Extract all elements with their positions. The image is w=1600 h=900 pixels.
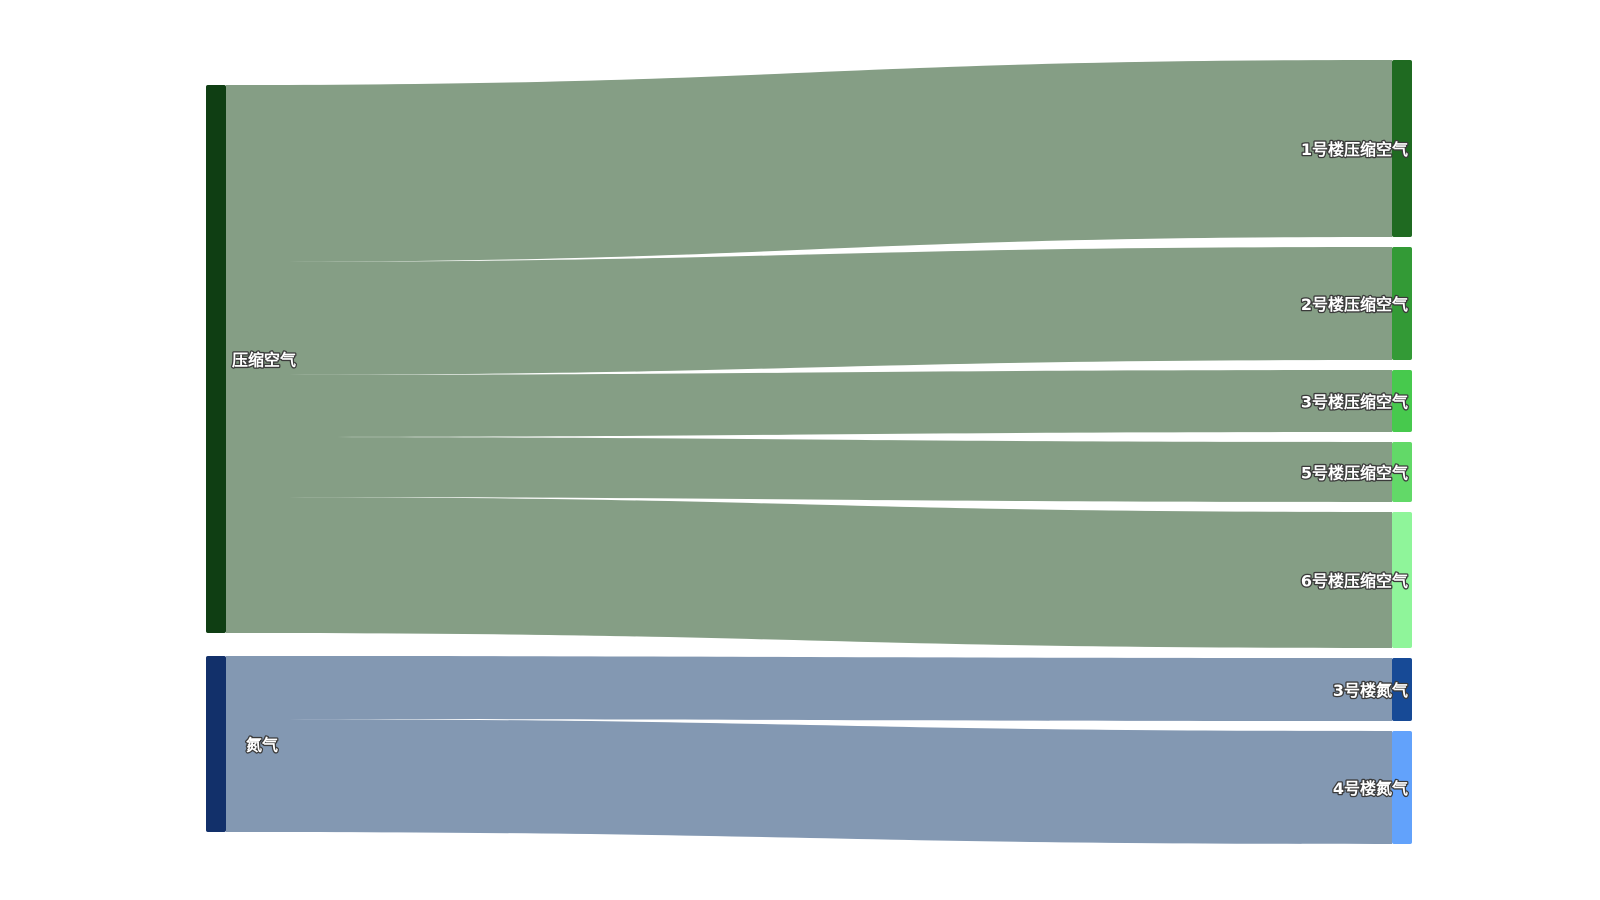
nodes-layer bbox=[206, 60, 1412, 844]
node-b1-air[interactable] bbox=[1392, 60, 1412, 237]
node-label-compressed-air: 压缩空气 bbox=[232, 351, 296, 370]
node-label-b5-air: 5号楼压缩空气 bbox=[1301, 464, 1408, 483]
node-b3-air[interactable] bbox=[1392, 370, 1412, 432]
link-nitrogen-to-b4-n2[interactable] bbox=[226, 719, 1392, 844]
node-label-b3-n2: 3号楼氮气 bbox=[1333, 681, 1408, 700]
node-label-b6-air: 6号楼压缩空气 bbox=[1301, 572, 1408, 591]
node-nitrogen[interactable] bbox=[206, 656, 226, 832]
node-b4-n2[interactable] bbox=[1392, 731, 1412, 844]
link-compressed-air-to-b1-air[interactable] bbox=[226, 60, 1392, 262]
node-compressed-air[interactable] bbox=[206, 85, 226, 633]
node-label-b2-air: 2号楼压缩空气 bbox=[1301, 295, 1408, 314]
link-compressed-air-to-b5-air[interactable] bbox=[226, 437, 1392, 502]
node-label-nitrogen: 氮气 bbox=[246, 736, 278, 755]
node-label-b4-n2: 4号楼氮气 bbox=[1333, 779, 1408, 798]
link-compressed-air-to-b6-air[interactable] bbox=[226, 497, 1392, 648]
node-b3-n2[interactable] bbox=[1392, 658, 1412, 721]
link-compressed-air-to-b3-air[interactable] bbox=[226, 370, 1392, 437]
node-b2-air[interactable] bbox=[1392, 247, 1412, 360]
node-label-b1-air: 1号楼压缩空气 bbox=[1301, 140, 1408, 159]
node-b6-air[interactable] bbox=[1392, 512, 1412, 648]
link-nitrogen-to-b3-n2[interactable] bbox=[226, 656, 1392, 721]
links-layer bbox=[226, 60, 1392, 844]
link-compressed-air-to-b2-air[interactable] bbox=[226, 247, 1392, 375]
node-b5-air[interactable] bbox=[1392, 442, 1412, 502]
node-label-b3-air: 3号楼压缩空气 bbox=[1301, 393, 1408, 412]
